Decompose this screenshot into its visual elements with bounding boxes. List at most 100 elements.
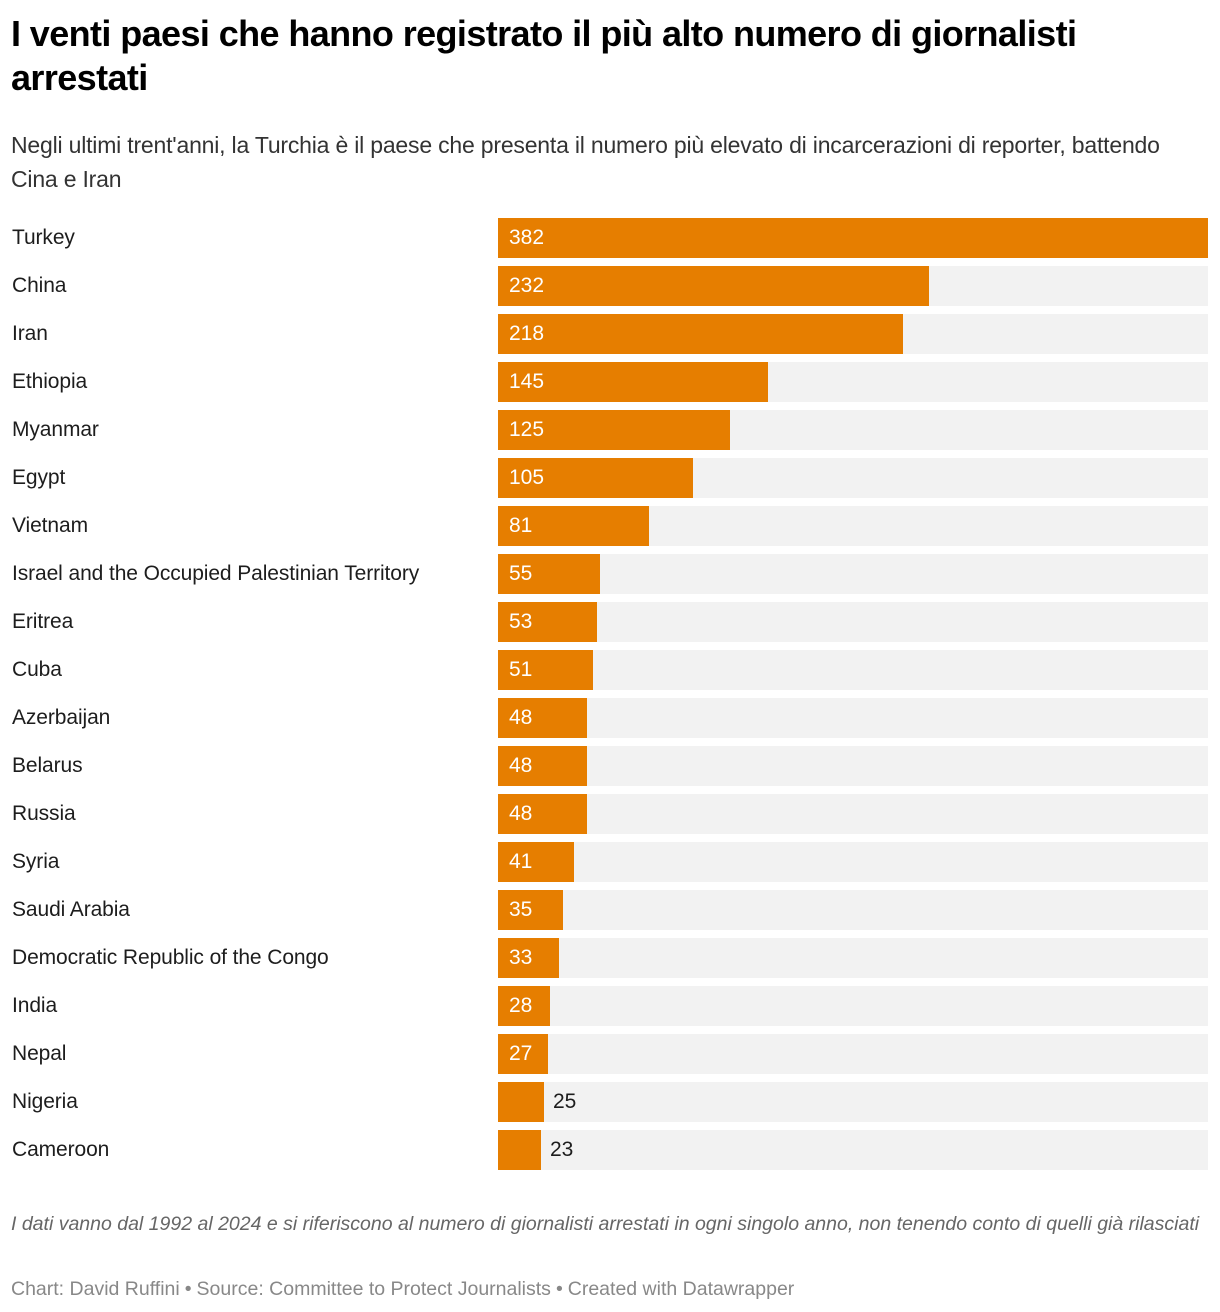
bar-row: Iran 218	[0, 314, 1220, 354]
category-label: Ethiopia	[12, 370, 88, 393]
value-label: 27	[509, 1042, 533, 1065]
value-label: 23	[550, 1138, 574, 1161]
category-label: Myanmar	[12, 418, 99, 441]
category-label: Russia	[12, 802, 76, 825]
category-label: Nigeria	[12, 1090, 78, 1113]
bar	[498, 458, 693, 498]
category-label: Iran	[12, 322, 48, 345]
value-label: 232	[509, 274, 545, 297]
chart-note: I dati vanno dal 1992 al 2024 e si rifer…	[11, 1213, 1200, 1235]
bar-row: Vietnam 81	[0, 506, 1220, 546]
value-label: 218	[509, 322, 545, 345]
bar-track	[498, 938, 1208, 978]
value-label: 53	[509, 610, 533, 633]
category-label: Saudi Arabia	[12, 898, 130, 921]
source-link[interactable]: Source: Committee to Protect Journalists	[196, 1278, 551, 1300]
bar-track	[498, 986, 1208, 1026]
footer-separator: •	[184, 1278, 192, 1300]
bar-row: Belarus 48	[0, 746, 1220, 786]
bar-track	[498, 698, 1208, 738]
bar-track	[498, 650, 1208, 690]
bar	[498, 218, 1208, 258]
category-label: Turkey	[12, 226, 75, 249]
bar-track	[498, 554, 1208, 594]
bar-row: Nigeria 25	[0, 1082, 1220, 1122]
bar	[498, 986, 550, 1026]
chart-footer: Chart: David Ruffini • Source: Committee t…	[11, 1275, 1211, 1303]
bar	[498, 362, 768, 402]
bar-row: Cuba 51	[0, 650, 1220, 690]
bar-row: Russia 48	[0, 794, 1220, 834]
bar	[498, 1130, 541, 1170]
value-label: 125	[509, 418, 545, 441]
bar	[498, 794, 587, 834]
chart-title: I venti paesi che hanno registrato il pi…	[11, 13, 1077, 98]
value-label: 25	[553, 1090, 577, 1113]
bar-row: Egypt 105	[0, 458, 1220, 498]
bar-row: Israel and the Occupied Palestinian Terr…	[0, 554, 1220, 594]
category-label: Cameroon	[12, 1138, 110, 1161]
value-label: 382	[509, 226, 545, 249]
bar-row: Syria 41	[0, 842, 1220, 882]
value-label: 28	[509, 994, 533, 1017]
bar-row: Democratic Republic of the Congo 33	[0, 938, 1220, 978]
bar	[498, 410, 730, 450]
bar-row: Nepal 27	[0, 1034, 1220, 1074]
bar-row: Myanmar 125	[0, 410, 1220, 450]
bar	[498, 746, 587, 786]
chart-credit: Chart: David Ruffini	[11, 1278, 180, 1300]
bar-row: Azerbaijan 48	[0, 698, 1220, 738]
bar-row: Turkey 382	[0, 218, 1220, 258]
value-label: 105	[509, 466, 545, 489]
value-label: 48	[509, 754, 533, 777]
category-label: Democratic Republic of the Congo	[12, 946, 329, 969]
bar-track	[498, 794, 1208, 834]
bar-track	[498, 746, 1208, 786]
category-label: Azerbaijan	[12, 706, 111, 729]
category-label: Eritrea	[12, 610, 74, 633]
bar	[498, 266, 929, 306]
category-label: Cuba	[12, 658, 62, 681]
category-label: Nepal	[12, 1042, 67, 1065]
value-label: 35	[509, 898, 533, 921]
bar-track	[498, 1034, 1208, 1074]
chart-subtitle: Negli ultimi trent'anni, la Turchia è il…	[11, 132, 1160, 192]
category-label: Belarus	[12, 754, 83, 777]
bar	[498, 1082, 544, 1122]
datawrapper-link[interactable]: Created with Datawrapper	[567, 1278, 795, 1300]
value-label: 81	[509, 514, 533, 537]
bar-row: Cameroon 23	[0, 1130, 1220, 1170]
bar	[498, 506, 649, 546]
bar-track	[498, 602, 1208, 642]
bar-track	[498, 1082, 1208, 1122]
value-label: 48	[509, 706, 533, 729]
value-label: 48	[509, 802, 533, 825]
bar-chart: Turkey 382 China 232 Iran 218 Ethiopia 145 Myanm…	[0, 218, 1220, 1178]
value-label: 55	[509, 562, 533, 585]
bar-row: Saudi Arabia 35	[0, 890, 1220, 930]
category-label: Syria	[12, 850, 60, 873]
bar	[498, 602, 597, 642]
bar-row: Eritrea 53	[0, 602, 1220, 642]
bar	[498, 554, 600, 594]
bar	[498, 650, 593, 690]
bar	[498, 698, 587, 738]
bar	[498, 938, 559, 978]
bar	[498, 314, 903, 354]
bar	[498, 890, 563, 930]
bar-row: India 28	[0, 986, 1220, 1026]
category-label: Egypt	[12, 466, 66, 489]
category-label: Vietnam	[12, 514, 88, 537]
bar-track	[498, 842, 1208, 882]
value-label: 145	[509, 370, 545, 393]
value-label: 33	[509, 946, 533, 969]
bar-track	[498, 890, 1208, 930]
footer-separator: •	[555, 1278, 563, 1300]
bar	[498, 842, 574, 882]
bar-row: China 232	[0, 266, 1220, 306]
bar-track	[498, 1130, 1208, 1170]
category-label: China	[12, 274, 67, 297]
bar	[498, 1034, 548, 1074]
category-label: Israel and the Occupied Palestinian Terr…	[12, 562, 420, 585]
bar-row: Ethiopia 145	[0, 362, 1220, 402]
